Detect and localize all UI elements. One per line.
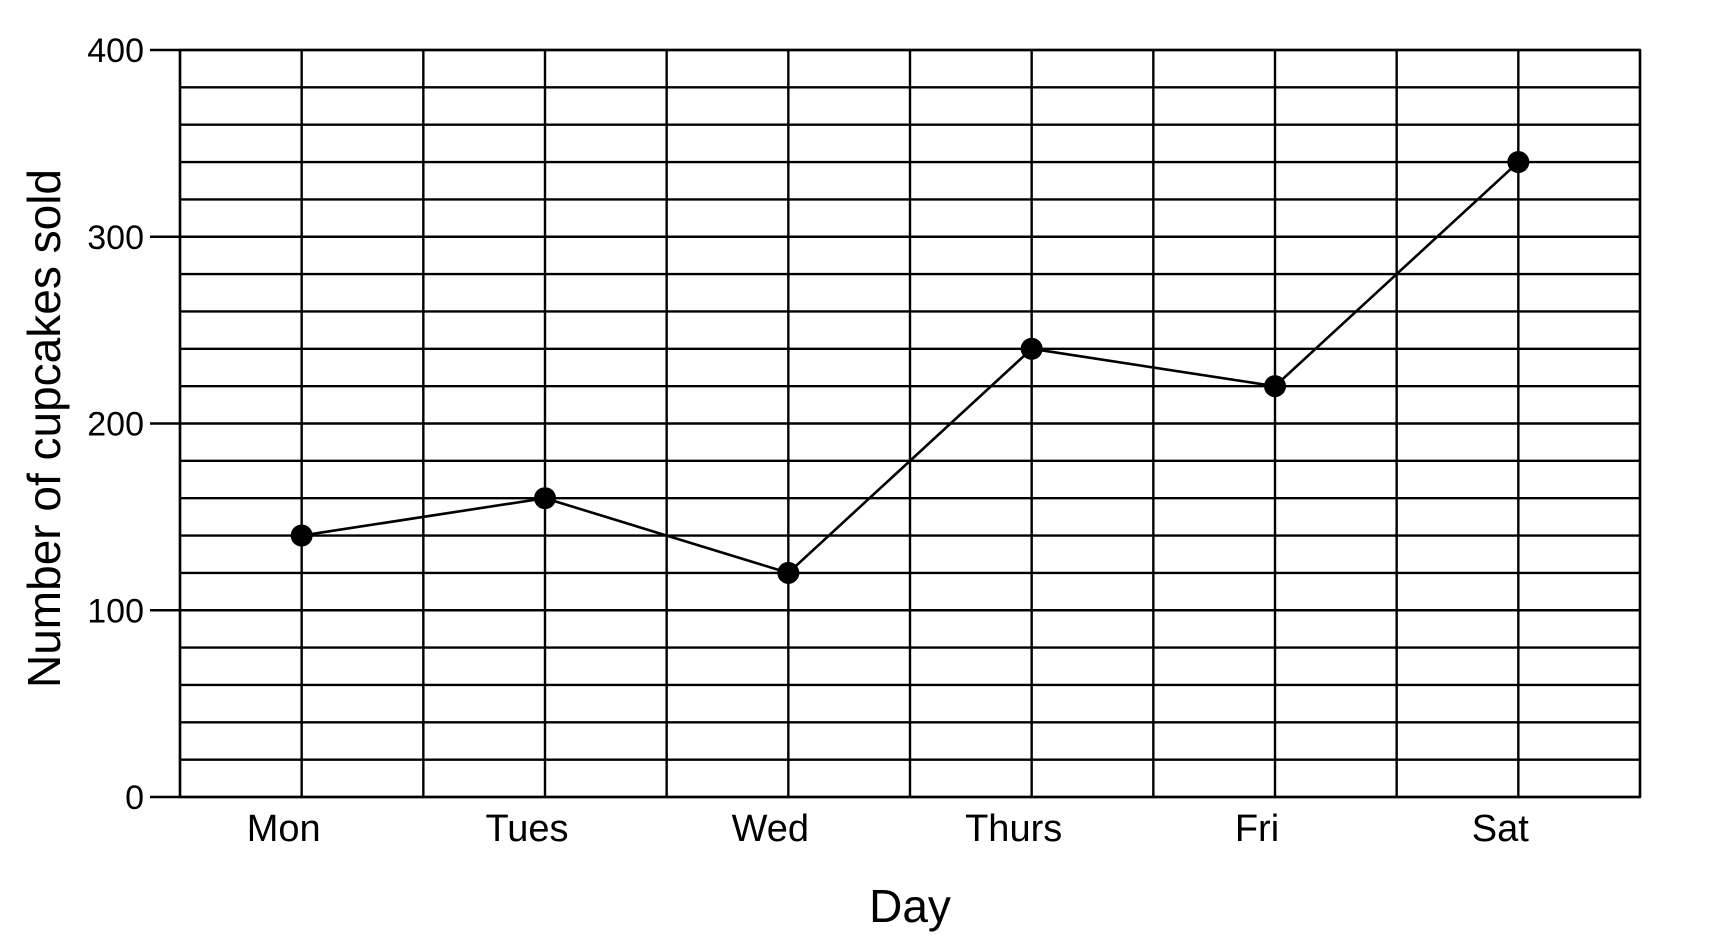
data-points	[290, 151, 1530, 584]
chart-grid	[178, 48, 1642, 799]
y-tick-label: 0	[125, 779, 144, 817]
y-tick-label: 200	[87, 406, 144, 444]
data-point	[290, 524, 313, 547]
data-point	[1264, 375, 1286, 398]
data-point	[534, 487, 556, 510]
series-line	[301, 161, 1520, 575]
x-tick-label: Fri	[1235, 808, 1279, 850]
x-axis-label: Day	[869, 880, 951, 932]
y-axis-label: Number of cupcakes sold	[18, 169, 70, 688]
data-point	[777, 561, 800, 584]
x-axis-tick-labels: Mon Tues Wed Thurs Fri Sat	[247, 808, 1530, 850]
x-tick-label: Thurs	[965, 808, 1062, 850]
data-point	[1507, 151, 1530, 174]
y-tick-label: 300	[87, 219, 144, 257]
y-tick-label: 100	[87, 592, 144, 630]
y-tick-label: 400	[87, 32, 144, 70]
x-tick-label: Wed	[732, 808, 809, 850]
data-point	[1020, 337, 1043, 360]
y-axis-ticks: 0 100 200 300 400	[87, 32, 180, 817]
x-tick-label: Sat	[1472, 808, 1529, 850]
x-tick-label: Tues	[485, 808, 568, 850]
x-tick-label: Mon	[247, 808, 321, 850]
